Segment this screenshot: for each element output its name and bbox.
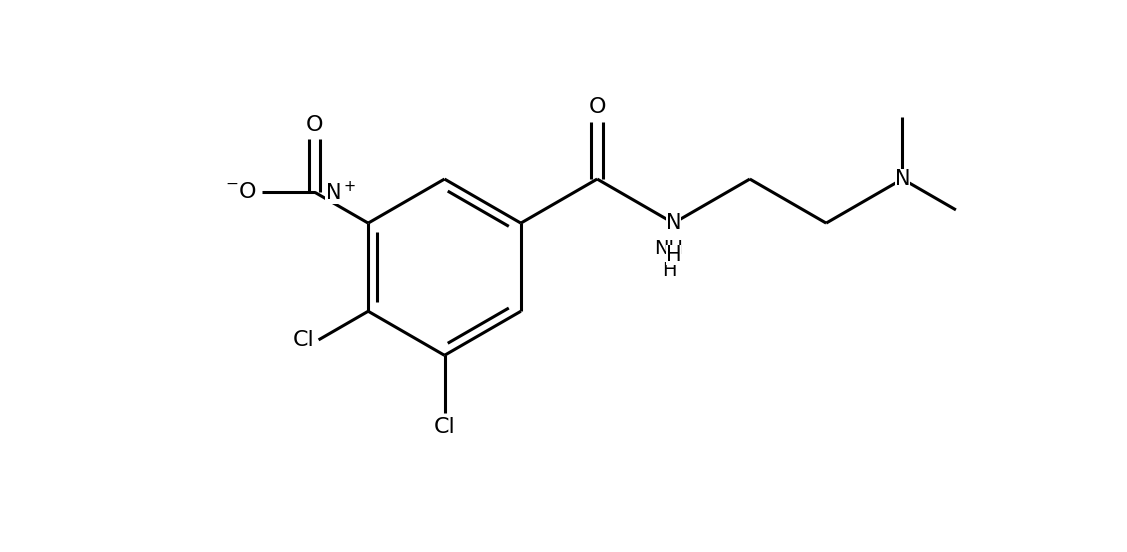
Text: H: H [666,245,682,265]
Text: N: N [666,213,681,233]
Text: NH
H: NH H [655,239,684,280]
Text: Cl: Cl [292,330,314,350]
Text: O: O [588,97,606,118]
Text: N$^+$: N$^+$ [326,181,356,204]
Text: N: N [895,169,911,189]
Text: O: O [307,115,323,135]
Text: $^{-}$O: $^{-}$O [225,182,257,202]
Text: Cl: Cl [434,417,455,437]
